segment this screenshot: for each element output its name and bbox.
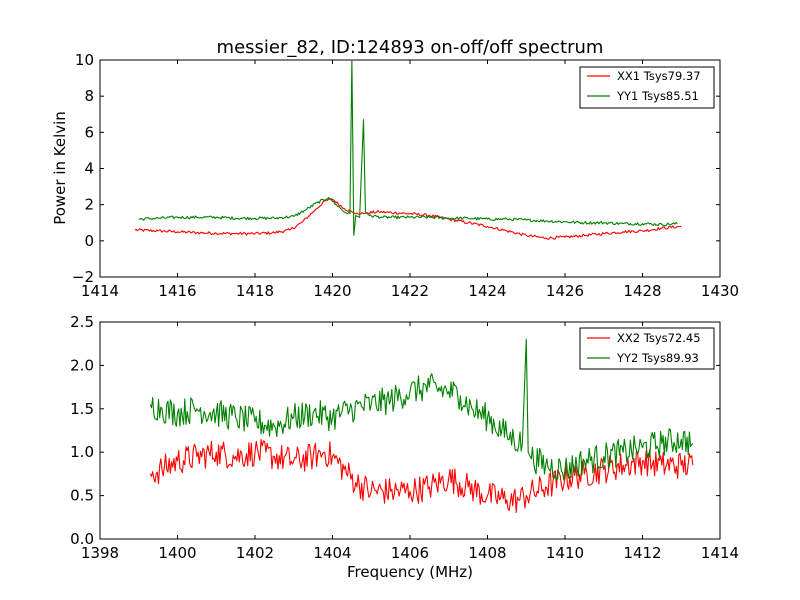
bottom-panel: 1398 1400 1402 1404 1406 1408 1410 1412 1414 0.0 0… bbox=[70, 313, 739, 581]
top-x-tick-label: 1418 bbox=[236, 282, 274, 300]
top-x-tick-label: 1430 bbox=[701, 282, 739, 300]
top-y-tick-label: 6 bbox=[84, 123, 94, 141]
top-chart-title: messier_82, ID:124893 on-off/off spectru… bbox=[217, 37, 604, 58]
top-y-tick-label: −2 bbox=[72, 268, 94, 286]
top-x-tick-label: 1424 bbox=[468, 282, 506, 300]
bottom-legend-label-xx2: XX2 Tsys72.45 bbox=[617, 331, 701, 345]
top-x-tick-label: 1420 bbox=[313, 282, 351, 300]
bottom-legend-label-yy2: YY2 Tsys89.93 bbox=[616, 351, 699, 365]
bottom-x-tick-label: 1402 bbox=[236, 544, 274, 562]
bottom-y-tick-label: 0.5 bbox=[70, 487, 94, 505]
bottom-y-tick-label: 0.0 bbox=[70, 530, 94, 548]
bottom-y-tick-label: 1.0 bbox=[70, 443, 94, 461]
bottom-x-tick-label: 1406 bbox=[391, 544, 429, 562]
bottom-x-axis-label: Frequency (MHz) bbox=[347, 563, 473, 581]
bottom-legend-box bbox=[579, 327, 715, 370]
top-x-tick-label: 1416 bbox=[158, 282, 196, 300]
top-series-line-1 bbox=[134, 198, 682, 240]
bottom-ticks-group: 1398 1400 1402 1404 1406 1408 1410 1412 1414 0.0 0… bbox=[70, 313, 739, 562]
top-y-tick-label: 8 bbox=[84, 87, 94, 105]
top-legend-label-xx1: XX1 Tsys79.37 bbox=[617, 69, 701, 83]
top-legend-box bbox=[579, 66, 715, 109]
bottom-x-tick-label: 1398 bbox=[81, 544, 119, 562]
top-series-line-2 bbox=[138, 60, 678, 236]
bottom-x-tick-label: 1408 bbox=[468, 544, 506, 562]
bottom-x-tick-label: 1414 bbox=[701, 544, 739, 562]
bottom-x-tick-label: 1410 bbox=[546, 544, 584, 562]
bottom-y-tick-label: 2.5 bbox=[70, 313, 94, 331]
bottom-y-tick-label: 2.0 bbox=[70, 356, 94, 374]
top-y-axis-label: Power in Kelvin bbox=[51, 111, 69, 225]
top-series-group bbox=[134, 60, 682, 240]
top-x-tick-label: 1422 bbox=[391, 282, 429, 300]
top-x-tick-label: 1414 bbox=[81, 282, 119, 300]
bottom-legend: XX2 Tsys72.45 YY2 Tsys89.93 bbox=[579, 327, 715, 370]
bottom-x-tick-label: 1400 bbox=[158, 544, 196, 562]
top-ticks-group: 1414 1416 1418 1420 1422 1424 1426 1428 1430 −2 0 2… bbox=[72, 51, 739, 300]
top-legend: XX1 Tsys79.37 YY1 Tsys85.51 bbox=[579, 66, 715, 109]
bottom-series-line-1 bbox=[149, 439, 694, 514]
bottom-x-tick-label: 1404 bbox=[313, 544, 351, 562]
bottom-series-group bbox=[149, 338, 694, 514]
top-panel: messier_82, ID:124893 on-off/off spectru… bbox=[51, 37, 739, 300]
top-y-tick-label: 4 bbox=[84, 160, 94, 178]
top-x-tick-label: 1428 bbox=[623, 282, 661, 300]
top-legend-label-yy1: YY1 Tsys85.51 bbox=[616, 89, 699, 103]
top-y-tick-label: 10 bbox=[75, 51, 94, 69]
top-y-tick-label: 0 bbox=[84, 232, 94, 250]
bottom-y-tick-label: 1.5 bbox=[70, 400, 94, 418]
top-y-tick-label: 2 bbox=[84, 196, 94, 214]
bottom-series-line-2 bbox=[149, 338, 694, 481]
top-x-tick-label: 1426 bbox=[546, 282, 584, 300]
bottom-x-tick-label: 1412 bbox=[623, 544, 661, 562]
